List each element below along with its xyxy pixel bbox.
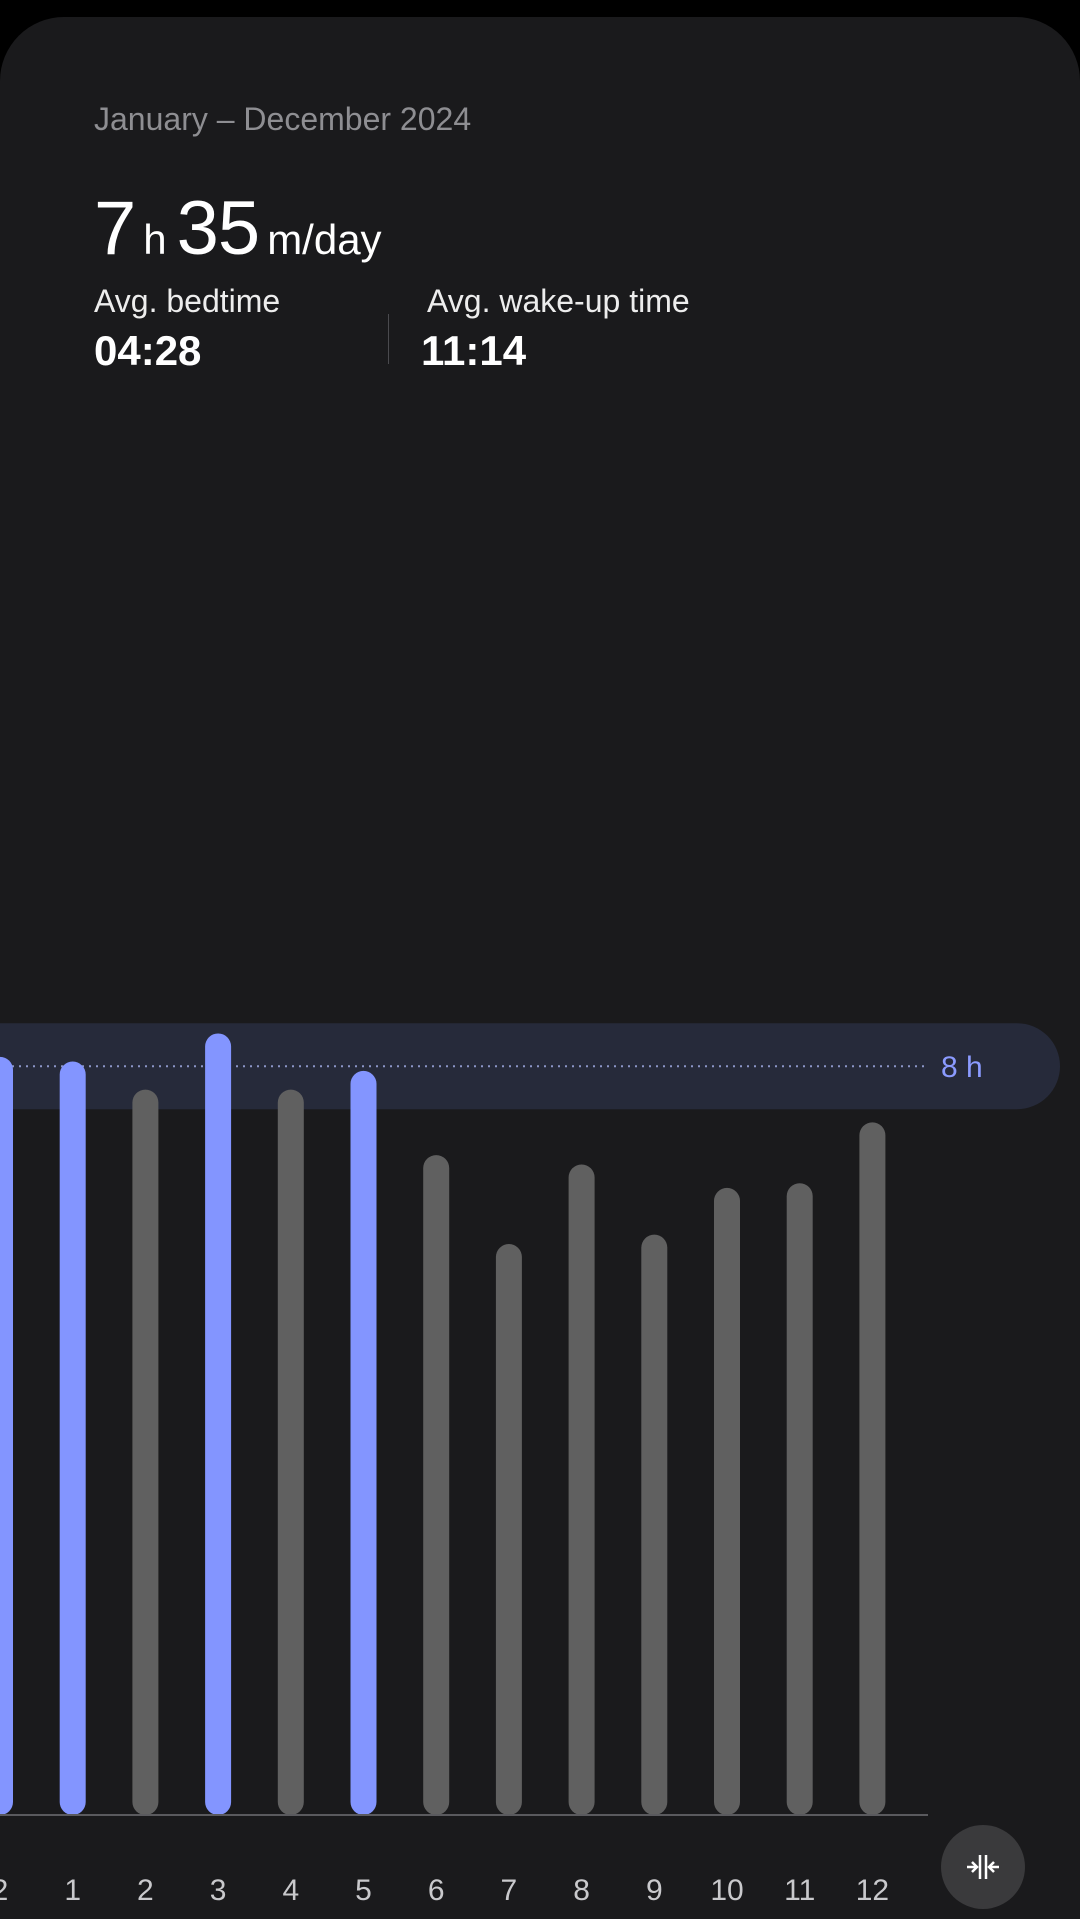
x-tick-label: 1: [64, 1874, 81, 1907]
stats-divider: [388, 314, 389, 364]
bar-month-2[interactable]: [132, 1089, 159, 1815]
target-band: [0, 1023, 1060, 1110]
sleep-summary-card: January – December 2024 7 h 35 m/day Avg. b…: [0, 17, 1080, 1919]
x-tick-label: 10: [710, 1874, 743, 1907]
bar-month-1[interactable]: [59, 1061, 86, 1815]
avg-wakeup-value: 11:14: [421, 327, 527, 374]
x-tick-label: 6: [428, 1874, 445, 1907]
x-axis-ticks: 2123456789101112: [0, 1874, 889, 1907]
bars-group: [0, 1033, 886, 1815]
x-tick-label: 4: [282, 1874, 299, 1907]
period-label: January – December 2024: [94, 101, 472, 137]
bar-month-7[interactable]: [495, 1244, 522, 1815]
x-tick-label: 5: [355, 1874, 372, 1907]
bar-month-5[interactable]: [350, 1070, 377, 1815]
target-label: 8 h: [941, 1051, 983, 1084]
bar-month-4[interactable]: [277, 1089, 304, 1815]
bar-month-2[interactable]: [0, 1056, 13, 1815]
x-tick-label: 2: [0, 1874, 8, 1907]
bar-month-11[interactable]: [786, 1183, 813, 1815]
x-tick-label: 2: [137, 1874, 154, 1907]
x-tick-label: 8: [573, 1874, 590, 1907]
x-tick-label: 12: [856, 1874, 889, 1907]
avg-wakeup-label: Avg. wake-up time: [427, 283, 690, 319]
bar-month-9[interactable]: [641, 1234, 668, 1815]
x-tick-label: 9: [646, 1874, 663, 1907]
collapse-chart-button[interactable]: [941, 1825, 1025, 1909]
average-sleep-duration: 7 h 35 m/day: [94, 185, 392, 272]
bar-month-12[interactable]: [859, 1122, 886, 1815]
duration-hours: 7: [94, 186, 136, 271]
bar-month-10[interactable]: [714, 1187, 740, 1815]
x-tick-label: 7: [501, 1874, 518, 1907]
bar-month-8[interactable]: [568, 1164, 595, 1815]
collapse-horizontal-icon: [967, 1855, 999, 1879]
avg-bedtime-label: Avg. bedtime: [94, 283, 281, 319]
bar-month-6[interactable]: [423, 1155, 450, 1815]
x-tick-label: 3: [210, 1874, 227, 1907]
duration-hours-unit: h: [143, 216, 167, 263]
bar-month-3[interactable]: [205, 1033, 232, 1815]
duration-minutes: 35: [176, 186, 261, 271]
duration-minutes-unit: m/day: [267, 216, 382, 263]
x-tick-label: 11: [784, 1874, 815, 1907]
avg-bedtime-value: 04:28: [94, 327, 202, 374]
